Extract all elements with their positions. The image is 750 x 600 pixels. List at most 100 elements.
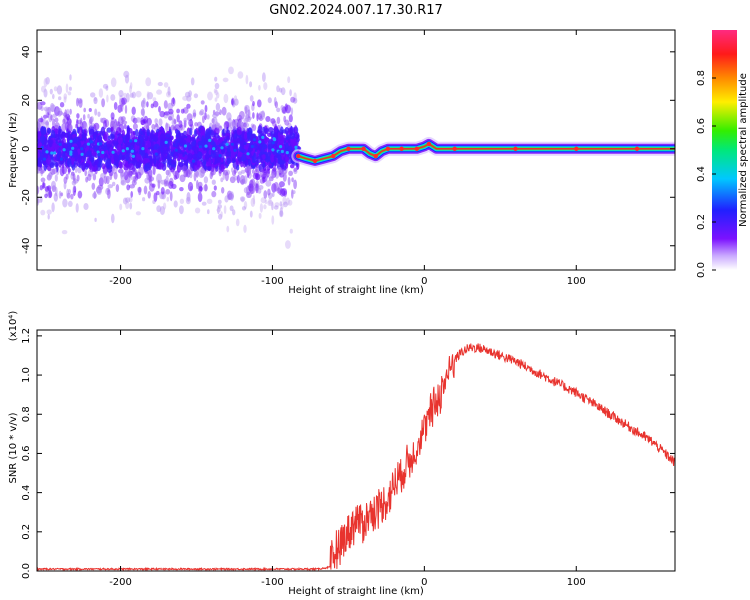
noise-blob <box>265 116 271 122</box>
noise-blob <box>293 131 300 139</box>
ridge-point <box>634 146 640 151</box>
noise-blob <box>264 137 270 143</box>
noise-blob <box>146 128 150 137</box>
noise-blob <box>178 161 184 168</box>
noise-blob <box>56 152 60 160</box>
noise-blob <box>107 189 111 200</box>
noise-blob <box>243 175 248 185</box>
noise-blob <box>103 133 108 142</box>
noise-blob <box>81 131 86 139</box>
noise-blob <box>241 197 245 203</box>
noise-blob <box>206 166 212 171</box>
noise-blob <box>282 196 287 206</box>
noise-blob <box>204 133 210 139</box>
noise-blob <box>123 124 127 130</box>
noise-blob <box>121 97 127 105</box>
noise-blob <box>228 66 234 75</box>
noise-blob <box>187 143 191 151</box>
noise-blob <box>66 160 70 166</box>
noise-blob <box>221 187 225 194</box>
noise-blob <box>46 209 52 215</box>
noise-blob <box>82 114 86 121</box>
noise-blob <box>141 100 145 108</box>
noise-blob <box>204 112 207 121</box>
spectrogram-xtick-label: -100 <box>261 276 284 287</box>
noise-blob <box>56 107 63 117</box>
noise-blob <box>71 157 75 166</box>
colorbar-tick-label: 0.4 <box>696 166 707 182</box>
noise-blob <box>129 202 133 210</box>
noise-blob <box>124 197 131 203</box>
noise-blob <box>125 153 130 161</box>
noise-blob <box>293 179 297 190</box>
noise-blob <box>257 113 263 120</box>
noise-blob <box>250 178 256 188</box>
noise-blob <box>110 112 115 120</box>
noise-blob <box>170 159 177 165</box>
snr-ytick-label: 0.6 <box>21 445 32 461</box>
noise-blob <box>214 97 218 102</box>
noise-peak <box>183 144 188 148</box>
noise-blob <box>77 154 82 164</box>
noise-peak <box>271 141 275 145</box>
noise-blob <box>142 108 145 118</box>
noise-blob <box>69 74 72 81</box>
noise-blob <box>176 114 180 123</box>
noise-blob <box>113 102 118 110</box>
noise-blob <box>285 240 291 249</box>
noise-blob <box>109 120 116 129</box>
noise-blob <box>130 131 136 140</box>
noise-blob <box>54 174 58 182</box>
ridge-point <box>346 146 351 151</box>
ridge-point <box>399 146 404 151</box>
noise-peak <box>273 138 277 142</box>
noise-blob <box>98 159 103 168</box>
noise-blob <box>201 135 205 145</box>
noise-blob <box>52 113 57 118</box>
noise-blob <box>149 133 154 139</box>
noise-blob <box>229 144 233 153</box>
noise-blob <box>214 82 220 90</box>
noise-blob <box>119 203 123 211</box>
noise-blob <box>67 91 72 96</box>
colorbar-tick-label: 0.6 <box>696 118 707 134</box>
noise-blob <box>181 165 188 173</box>
noise-blob <box>157 81 163 87</box>
noise-blob <box>216 92 220 99</box>
noise-blob <box>194 122 199 127</box>
noise-blob <box>58 190 62 199</box>
noise-blob <box>165 189 171 195</box>
noise-blob <box>71 180 77 186</box>
noise-blob <box>59 139 64 144</box>
noise-blob <box>250 197 256 207</box>
noise-blob <box>60 192 64 197</box>
noise-blob <box>222 77 229 83</box>
noise-blob <box>52 93 55 100</box>
noise-blob <box>45 77 50 85</box>
noise-blob <box>257 125 263 134</box>
noise-blob <box>62 143 68 149</box>
noise-blob <box>250 186 254 194</box>
noise-blob <box>43 78 48 87</box>
noise-blob <box>78 98 83 108</box>
noise-blob <box>47 166 51 171</box>
noise-peak <box>230 142 234 146</box>
noise-blob <box>103 120 107 130</box>
noise-blob <box>103 175 108 185</box>
noise-blob <box>188 90 193 97</box>
noise-blob <box>217 204 222 209</box>
noise-blob <box>169 166 175 173</box>
noise-blob <box>268 198 272 205</box>
noise-peak <box>99 142 103 146</box>
noise-blob <box>193 129 197 138</box>
noise-blob <box>211 190 217 198</box>
noise-blob <box>216 146 220 154</box>
figure-title: GN02.2024.007.17.30.R17 <box>269 3 443 18</box>
noise-blob <box>194 207 201 214</box>
noise-blob <box>192 109 197 119</box>
snr-xtick-label: -200 <box>109 577 132 588</box>
noise-blob <box>215 102 221 112</box>
noise-blob <box>199 109 205 116</box>
spectrogram-ridge <box>291 136 675 168</box>
noise-blob <box>191 141 196 147</box>
